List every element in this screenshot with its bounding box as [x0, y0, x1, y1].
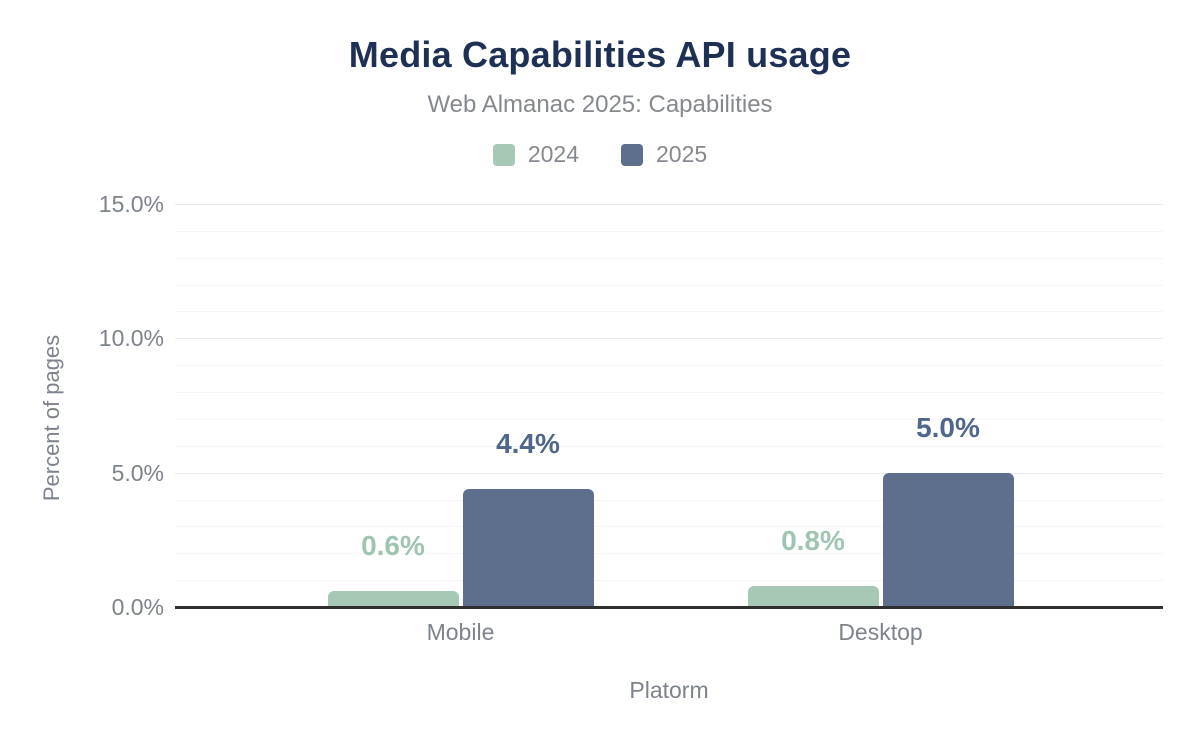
- bar-2024-desktop[interactable]: [747, 585, 879, 607]
- gridline: [175, 365, 1163, 366]
- legend: 2024 2025: [0, 141, 1200, 168]
- y-tick-label: 0.0%: [111, 594, 164, 620]
- x-axis-title: Platorm: [629, 677, 709, 703]
- gridline: [175, 446, 1163, 447]
- legend-swatch-2024: [492, 143, 515, 166]
- value-label-2024-mobile: 0.6%: [361, 529, 425, 561]
- legend-swatch-2025: [621, 143, 643, 166]
- y-axis-title: Percent of pages: [39, 334, 64, 502]
- legend-item-2024[interactable]: 2024: [492, 141, 579, 168]
- gridline: [175, 231, 1163, 232]
- bar-2024-mobile[interactable]: [327, 590, 459, 607]
- legend-item-2025[interactable]: 2025: [621, 141, 707, 168]
- gridline: [175, 526, 1163, 527]
- y-tick-label: 5.0%: [111, 459, 164, 486]
- value-label-2025-desktop: 5.0%: [916, 411, 980, 443]
- gridline: [175, 285, 1163, 286]
- gridline: [175, 553, 1163, 554]
- value-label-2024-desktop: 0.8%: [781, 524, 845, 556]
- gridline: [175, 258, 1163, 259]
- gridline: [175, 311, 1163, 312]
- gridline: [175, 473, 1163, 474]
- legend-label-2025: 2025: [656, 141, 708, 167]
- gridline: [175, 338, 1163, 339]
- y-tick-label: 10.0%: [98, 325, 164, 352]
- bar-2025-mobile[interactable]: [462, 488, 594, 607]
- gridline: [175, 419, 1163, 420]
- gridline: [175, 204, 1163, 205]
- bar-2025-desktop[interactable]: [882, 472, 1014, 607]
- x-tick-label-mobile: Mobile: [426, 619, 495, 645]
- x-axis-line: [175, 606, 1163, 609]
- chart-title: Media Capabilities API usage: [348, 34, 852, 75]
- gridline: [175, 580, 1163, 581]
- chart-subtitle: Web Almanac 2025: Capabilities: [427, 91, 773, 118]
- gridline: [175, 500, 1163, 501]
- gridline: [175, 392, 1163, 393]
- value-label-2025-mobile: 4.4%: [496, 427, 560, 459]
- x-tick-label-desktop: Desktop: [838, 619, 923, 645]
- y-tick-label: 15.0%: [98, 191, 164, 217]
- legend-label-2024: 2024: [527, 141, 579, 167]
